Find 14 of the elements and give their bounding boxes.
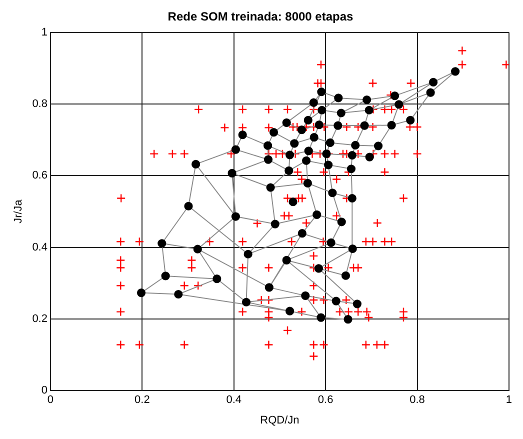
x-tick-label: 1 — [506, 394, 512, 406]
y-tick-label: 0.8 — [32, 98, 48, 110]
y-tick-label: 0 — [41, 384, 48, 397]
y-axis-title: Jr/Ja — [12, 198, 25, 224]
x-tick-label: 0.6 — [318, 394, 334, 406]
x-tick-label: 0.8 — [410, 394, 425, 406]
x-tick-label: 0.4 — [226, 394, 242, 406]
x-tick-label: 0.2 — [134, 394, 150, 406]
y-tick-label: 0.4 — [32, 241, 48, 254]
x-axis-title: RQD/Jn — [260, 414, 300, 426]
y-tick-label: 1 — [41, 26, 48, 38]
y-tick-label: 0.6 — [32, 170, 48, 182]
chart-title: Rede SOM treinada: 8000 etapas — [168, 10, 354, 24]
y-tick-label: 0.2 — [32, 312, 48, 325]
